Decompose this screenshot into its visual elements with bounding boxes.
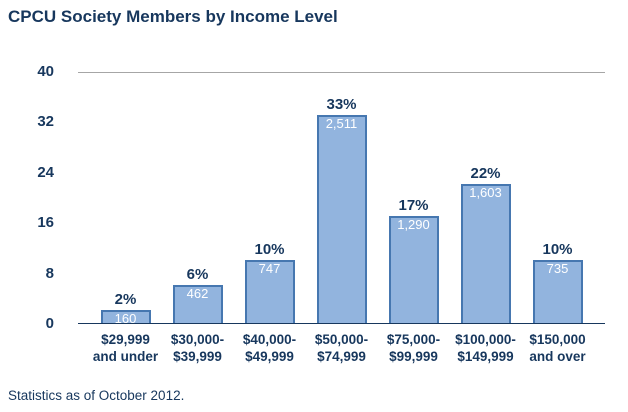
percent-label: 10% xyxy=(254,241,285,258)
category-label-line: $40,000- xyxy=(242,332,297,347)
percent-label: 6% xyxy=(186,266,209,284)
y-tick-label: 8 xyxy=(45,264,54,282)
y-tick-label: 0 xyxy=(45,315,54,332)
percent-label: 17% xyxy=(398,196,429,214)
category-label-line: $49,999 xyxy=(245,349,294,364)
percent-label: 33% xyxy=(326,96,357,114)
category-label: $40,000- $49,999 xyxy=(234,331,305,365)
category-label: $150,000 and over xyxy=(522,331,593,365)
category-label-line: $30,000- xyxy=(170,332,225,347)
x-axis: $29,999 and under $30,000- $39,999 $40,000- $… xyxy=(78,331,605,365)
bar-column: 10% 735 xyxy=(522,241,593,323)
category-label-line: $39,999 xyxy=(173,349,222,364)
bar: 1,290 xyxy=(388,215,439,323)
y-tick-label: 24 xyxy=(37,163,54,181)
category-label-line: $75,000- xyxy=(386,332,441,347)
percent-label: 2% xyxy=(114,291,137,309)
category-label-line: $150,000 xyxy=(529,332,586,347)
bar: 735 xyxy=(532,260,583,323)
count-label: 160 xyxy=(114,311,137,327)
y-axis: 0 8 16 24 32 40 xyxy=(0,63,66,332)
category-label: $29,999 and under xyxy=(90,331,161,365)
category-label: $50,000- $74,999 xyxy=(306,331,377,365)
y-tick-label: 16 xyxy=(37,214,54,232)
category-label-line: $149,999 xyxy=(457,349,514,364)
bar-column: 2% 160 xyxy=(90,291,161,327)
footnote: Statistics as of October 2012. xyxy=(8,388,185,403)
count-label: 735 xyxy=(546,261,569,276)
bar-column: 6% 462 xyxy=(162,266,233,323)
category-label-line: $29,999 xyxy=(101,332,150,347)
bar-column: 22% 1,603 xyxy=(450,165,521,323)
bar-column: 33% 2,511 xyxy=(306,96,377,323)
y-tick-label: 32 xyxy=(37,113,54,131)
bars: 2% 160 6% 462 10% 747 33% 2,511 17% 1,290 22% 1,603… xyxy=(78,73,605,327)
category-label: $30,000- $39,999 xyxy=(162,331,233,365)
category-label-line: $99,999 xyxy=(389,349,438,364)
count-label: 462 xyxy=(186,286,209,302)
percent-label: 22% xyxy=(470,165,501,183)
bar: 1,603 xyxy=(460,184,511,323)
percent-label: 10% xyxy=(542,241,573,258)
chart-title: CPCU Society Members by Income Level xyxy=(8,7,338,26)
category-label-line: and under xyxy=(92,349,159,364)
bar: 2,511 xyxy=(316,115,367,323)
count-label: 1,290 xyxy=(397,216,430,232)
count-label: 747 xyxy=(258,261,281,276)
bar: 747 xyxy=(244,260,295,323)
category-label-line: $50,000- xyxy=(314,332,369,347)
bar: 160 xyxy=(100,310,151,327)
bar-column: 10% 747 xyxy=(234,241,305,323)
category-label-line: and over xyxy=(529,349,586,364)
category-label: $100,000- $149,999 xyxy=(450,331,521,365)
category-label: $75,000- $99,999 xyxy=(378,331,449,365)
count-label: 1,603 xyxy=(469,185,502,201)
bar-column: 17% 1,290 xyxy=(378,197,449,323)
count-label: 2,511 xyxy=(325,116,358,132)
y-tick-label: 40 xyxy=(37,63,54,80)
category-label-line: $100,000- xyxy=(455,332,516,347)
plot-area: 2% 160 6% 462 10% 747 33% 2,511 17% 1,290 22% 1,603… xyxy=(78,72,605,327)
bar: 462 xyxy=(172,285,223,323)
category-label-line: $74,999 xyxy=(317,349,366,364)
